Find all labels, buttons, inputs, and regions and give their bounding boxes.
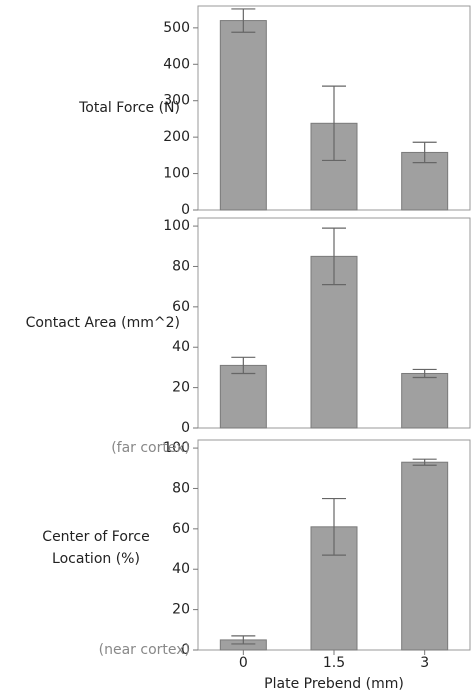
- bar: [401, 461, 449, 651]
- y-axis-label: Total Force (N): [78, 100, 180, 116]
- y-tick-label: 20: [172, 380, 190, 396]
- y-tick-label: 0: [181, 420, 190, 436]
- annotation: (far cortex): [111, 440, 190, 456]
- y-tick-label: 40: [172, 339, 190, 355]
- y-tick-label: 40: [172, 561, 190, 577]
- y-tick-label: 400: [163, 56, 190, 72]
- x-tick-label: 3: [420, 655, 429, 671]
- y-tick-label: 100: [163, 166, 190, 182]
- y-tick-label: 100: [163, 440, 190, 456]
- x-axis-label: Plate Prebend (mm): [264, 676, 404, 692]
- y-axis-label: Center of Force: [42, 529, 149, 545]
- y-tick-label: 200: [163, 129, 190, 145]
- y-axis-label: Contact Area (mm^2): [26, 315, 180, 331]
- y-tick-label: 80: [172, 480, 190, 496]
- y-axis-label: Location (%): [52, 551, 140, 567]
- annotation: (near cortex): [99, 642, 190, 658]
- y-tick-label: 80: [172, 258, 190, 274]
- x-tick-label: 1.5: [323, 655, 345, 671]
- y-tick-label: 300: [163, 93, 190, 109]
- bar: [219, 20, 267, 211]
- y-tick-label: 20: [172, 602, 190, 618]
- y-tick-label: 100: [163, 218, 190, 234]
- y-tick-label: 60: [172, 521, 190, 537]
- bar: [401, 372, 449, 429]
- bar: [219, 364, 267, 429]
- y-tick-label: 500: [163, 20, 190, 36]
- y-tick-label: 0: [181, 642, 190, 658]
- x-tick-label: 0: [239, 655, 248, 671]
- y-tick-label: 0: [181, 202, 190, 218]
- y-tick-label: 60: [172, 299, 190, 315]
